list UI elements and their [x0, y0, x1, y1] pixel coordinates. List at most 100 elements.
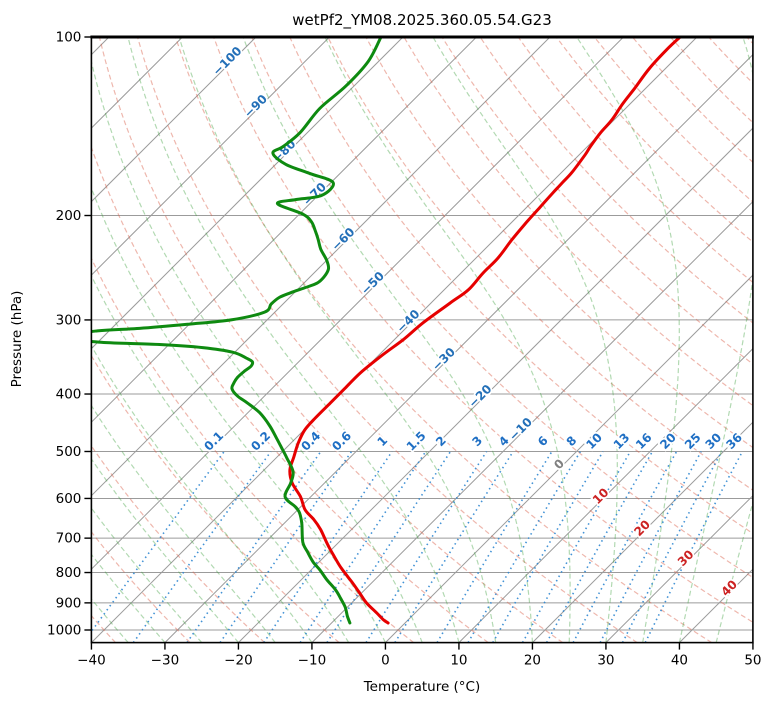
dry-adiabat	[403, 37, 753, 407]
dry-adiabat	[517, 37, 753, 284]
y-tick-label: 700	[56, 531, 82, 547]
moist-adiabat	[91, 344, 313, 643]
mixing-ratio-line	[299, 451, 427, 643]
isotherm-label: −10	[506, 415, 535, 444]
isotherm-label: 30	[675, 547, 697, 569]
moist-adiabat	[91, 457, 239, 643]
mixing-ratio-label: 3	[469, 433, 485, 449]
isotherm-label: −50	[358, 269, 387, 298]
isotherm-line	[458, 347, 753, 643]
y-tick-label: 600	[56, 491, 82, 507]
x-tick-label: 20	[524, 653, 541, 669]
mixing-ratio-label: 1	[374, 433, 390, 449]
dry-adiabat	[91, 531, 191, 643]
chart-title: wetPf2_YM08.2025.360.05.54.G23	[292, 11, 552, 29]
mixing-ratio-line	[467, 451, 582, 643]
dry-adiabat	[136, 37, 638, 643]
mixing-ratio-line	[394, 451, 514, 643]
x-tick-label: 30	[597, 653, 614, 669]
dry-adiabat	[746, 37, 753, 45]
isotherm-line	[532, 421, 753, 643]
dry-adiabat	[98, 37, 564, 643]
moist-adiabat	[324, 37, 571, 643]
mixing-ratio-label: 30	[703, 430, 725, 452]
isotherm-line	[91, 37, 624, 570]
dry-adiabat	[251, 37, 753, 579]
mixing-ratio-label: 6	[535, 433, 551, 449]
isotherm-line	[605, 494, 753, 643]
isotherm-line	[311, 200, 753, 643]
moist-adiabat	[178, 37, 497, 643]
dry-adiabat	[441, 37, 753, 365]
y-tick-label: 500	[56, 444, 82, 460]
mixing-ratio-line	[599, 451, 702, 643]
mixing-ratio-label: 10	[583, 430, 605, 452]
isotherm-line	[238, 127, 753, 643]
moist-adiabat	[242, 37, 534, 643]
dry-adiabat	[327, 37, 753, 491]
isotherm-line	[385, 274, 753, 643]
dry-adiabat	[91, 354, 340, 643]
y-axis-label: Pressure (hPa)	[9, 290, 25, 388]
x-tick-label: 40	[671, 653, 688, 669]
mixing-ratio-label: 20	[657, 430, 679, 452]
x-tick-label: −40	[77, 653, 106, 669]
isotherm-line	[91, 37, 257, 203]
mixing-ratio-label: 0.6	[329, 429, 354, 454]
moist-adiabat	[91, 59, 423, 643]
mixing-ratio-line	[436, 451, 553, 643]
isotherm-line	[91, 37, 551, 497]
dry-adiabat	[555, 37, 753, 243]
dewpoint-line	[91, 37, 383, 625]
y-tick-label: 900	[56, 595, 82, 611]
mixing-ratio-line	[186, 451, 322, 643]
mixing-ratio-label: 8	[564, 433, 580, 449]
isotherm-label: −90	[241, 92, 270, 121]
x-axis-label: Temperature (°C)	[363, 679, 481, 695]
dry-adiabat	[479, 37, 753, 324]
isotherm-line	[752, 641, 753, 643]
isotherm-line	[91, 37, 404, 350]
mixing-ratio-label: 13	[611, 430, 633, 452]
isotherm-label: −40	[394, 307, 423, 336]
mixing-ratio-label: 2	[433, 433, 449, 449]
isotherm-label: 20	[631, 517, 653, 539]
y-tick-label: 1000	[47, 623, 81, 639]
mixing-ratio-label: 1.5	[404, 429, 429, 454]
mixing-ratio-label: 16	[633, 430, 655, 452]
isotherm-line	[164, 53, 753, 643]
mixing-ratio-line	[326, 451, 452, 643]
mixing-ratio-label: 0.1	[201, 429, 226, 454]
y-tick-label: 100	[56, 30, 82, 46]
dry-adiabat	[91, 444, 265, 643]
isotherm-line	[91, 37, 330, 276]
dry-adiabat	[174, 37, 713, 643]
isotherm-label: −20	[466, 382, 495, 411]
plot-border	[90, 36, 754, 644]
mixing-ratio-line	[644, 451, 744, 643]
x-tick-label: 10	[450, 653, 467, 669]
temperature-line	[288, 37, 682, 625]
isotherm-line	[91, 37, 477, 423]
moist-adiabat	[127, 37, 460, 643]
isotherm-label: −100	[210, 44, 245, 79]
mixing-ratio-line	[572, 451, 678, 643]
y-tick-label: 300	[56, 312, 82, 328]
moist-adiabat	[576, 37, 680, 643]
dry-adiabat	[91, 145, 489, 643]
isotherm-label: 40	[718, 577, 740, 599]
mixing-ratio-label: 25	[682, 430, 704, 452]
mixing-ratio-line	[621, 451, 723, 643]
moist-adiabat	[91, 186, 386, 643]
moist-adiabat	[91, 274, 350, 643]
x-tick-label: −20	[224, 653, 253, 669]
x-tick-label: −10	[298, 653, 327, 669]
isotherm-label: −30	[429, 345, 458, 374]
isotherm-label: 0	[551, 456, 567, 472]
y-tick-label: 800	[56, 565, 82, 581]
dry-adiabat	[289, 37, 753, 535]
dry-adiabat	[365, 37, 753, 449]
y-tick-label: 200	[56, 208, 82, 224]
isotherm-line	[679, 568, 753, 643]
